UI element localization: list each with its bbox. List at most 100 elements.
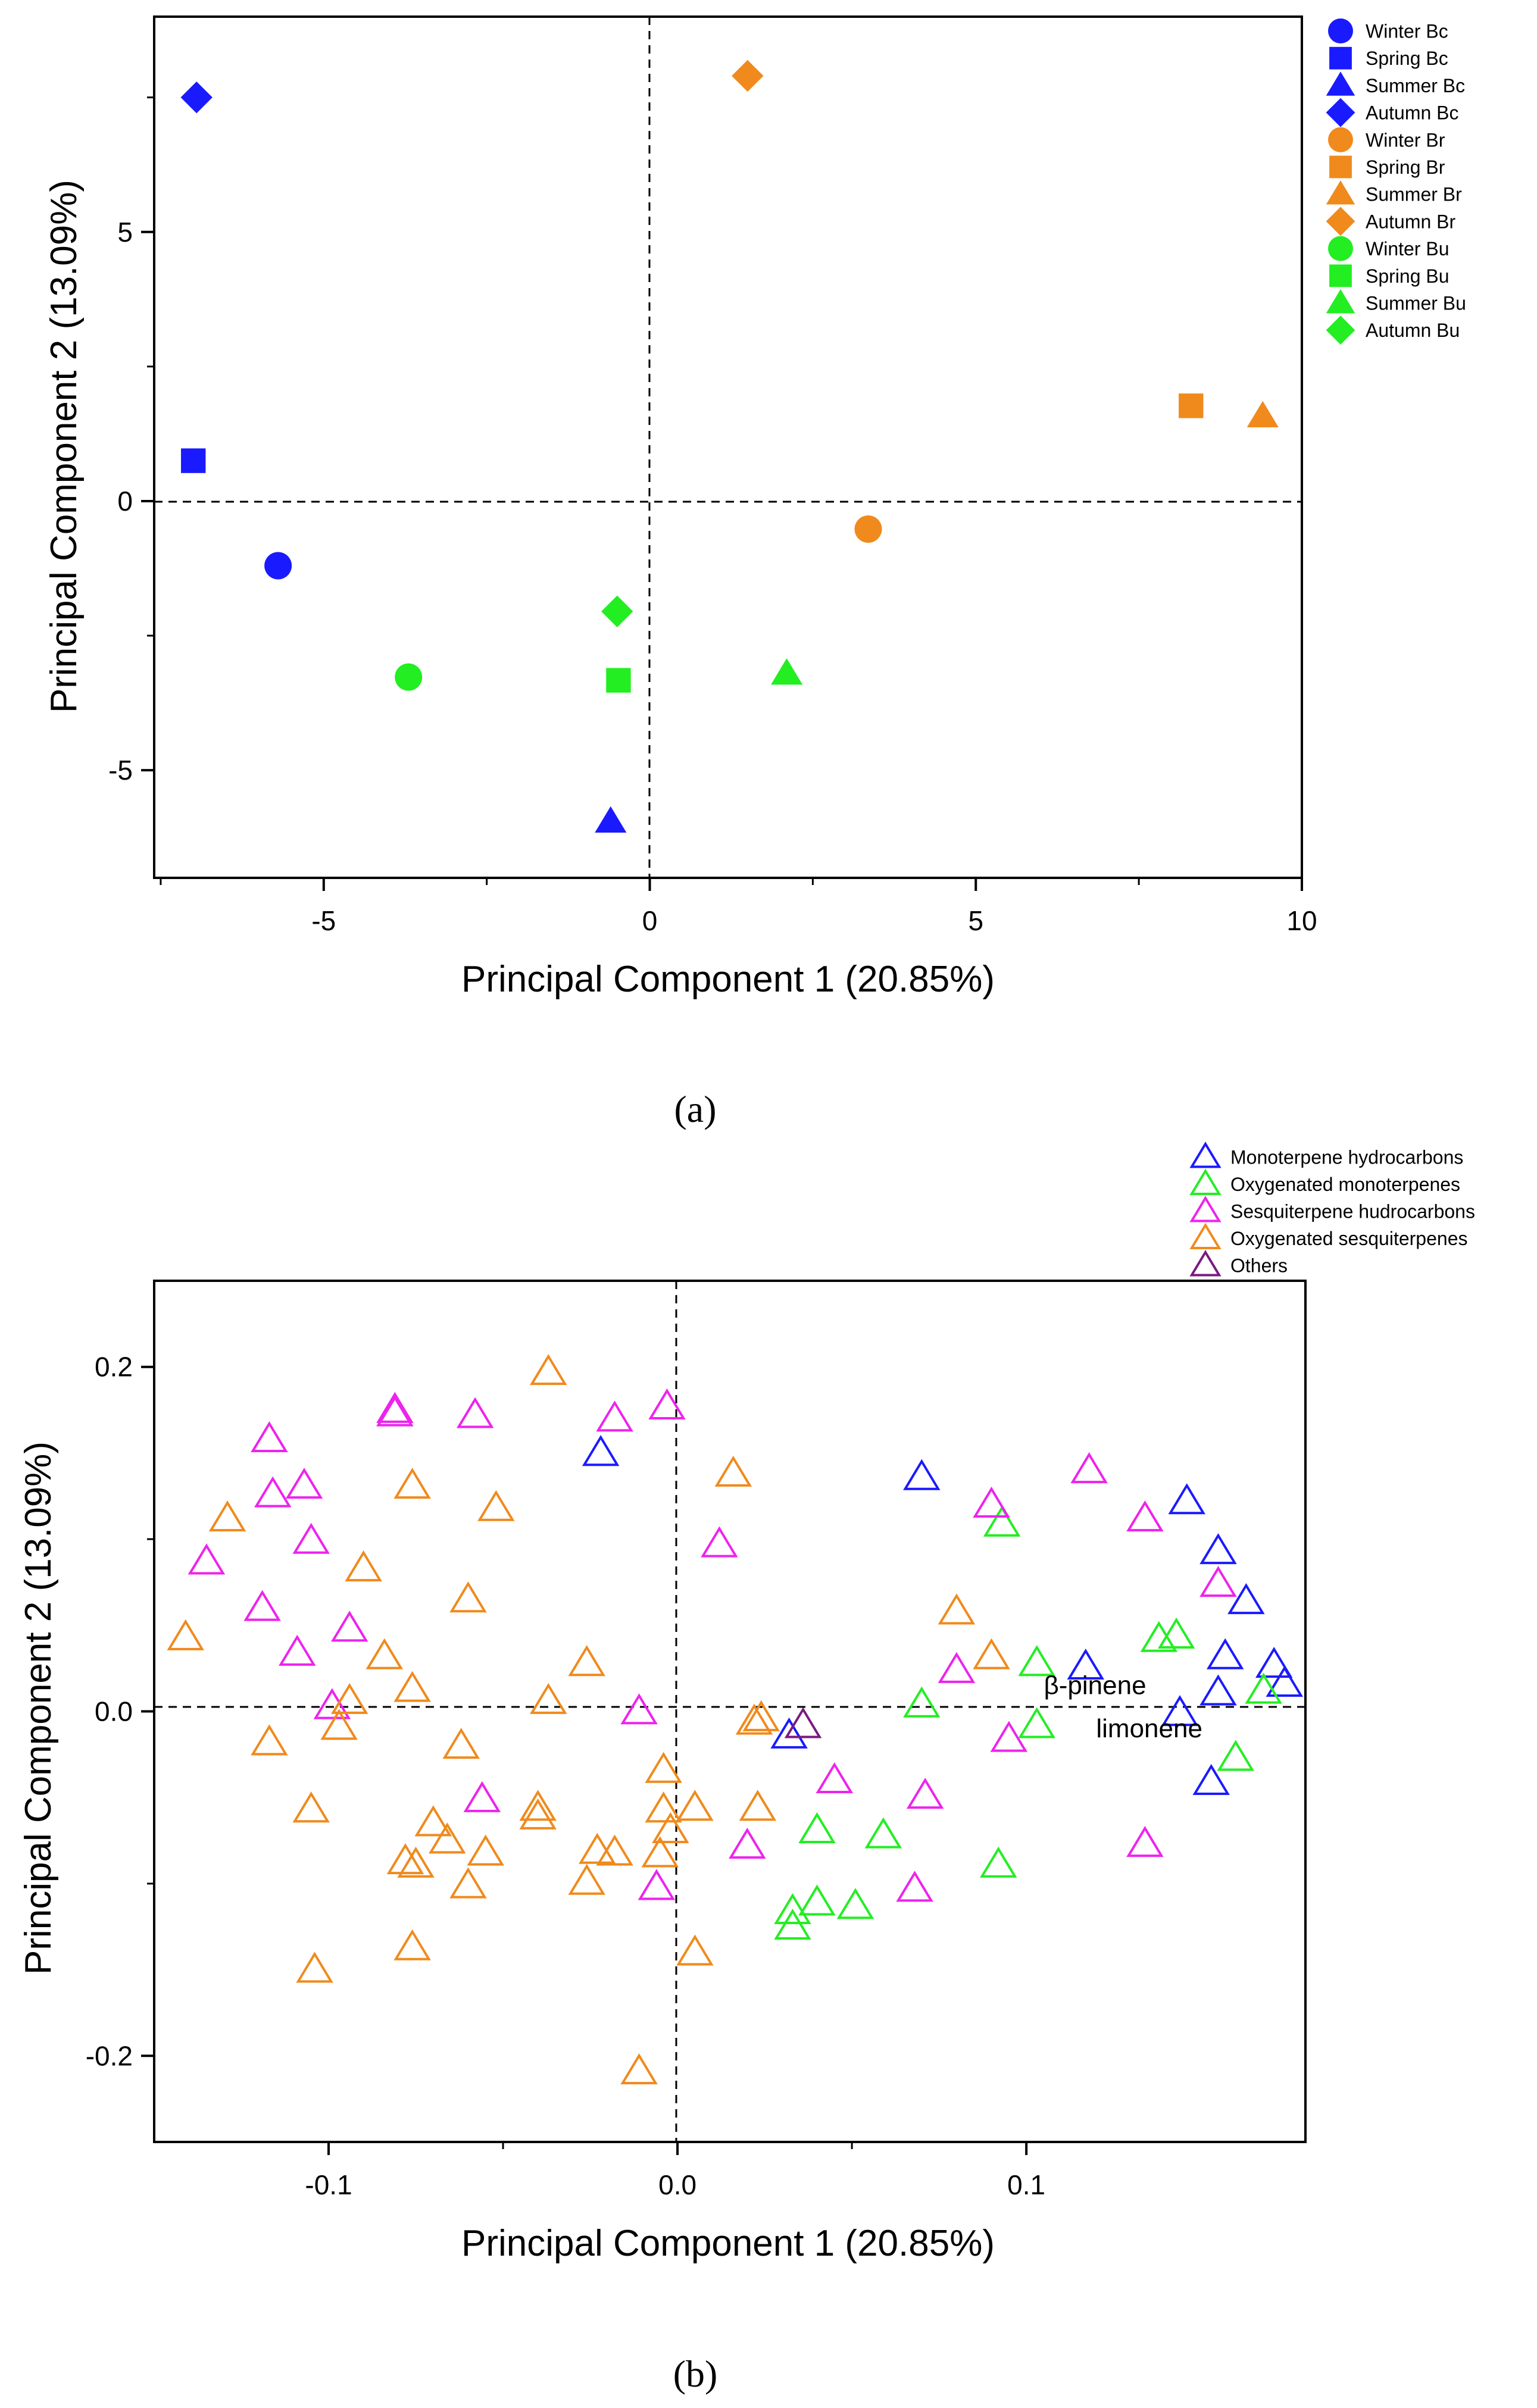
point-oxygenated-sesquiterpenes — [519, 1798, 557, 1830]
point-sesquiterpene-hudrocarbons — [990, 1721, 1028, 1752]
y-tick-label-a: 5 — [117, 217, 133, 248]
point-oxygenated-sesquiterpenes — [449, 1581, 487, 1613]
point-sesquiterpene-hudrocarbons — [463, 1781, 501, 1812]
point-oxygenated-sesquiterpenes — [386, 1843, 424, 1875]
legend-label-summer-bc: Summer Bc — [1366, 75, 1465, 96]
y-axis-label-a: Principal Component 2 (13.09%) — [43, 180, 85, 713]
point-sesquiterpene-hudrocarbons — [620, 1693, 658, 1725]
x-tick-label-a: -5 — [311, 905, 336, 936]
point-sesquiterpene-hudrocarbons — [638, 1869, 676, 1900]
point-sesquiterpene-hudrocarbons — [313, 1688, 351, 1719]
point-spring-bc — [181, 448, 206, 473]
legend-label-others: Others — [1230, 1255, 1288, 1277]
legend-marker-others — [1189, 1250, 1222, 1277]
point-oxygenated-monoterpenes — [798, 1812, 836, 1843]
point-sesquiterpene-hudrocarbons — [596, 1400, 633, 1432]
point-oxygenated-monoterpenes — [1157, 1617, 1195, 1649]
legend-marker-winter-br — [1328, 127, 1353, 152]
point-oxygenated-monoterpenes — [1018, 1707, 1055, 1738]
point-oxygenated-sesquiterpenes — [442, 1728, 480, 1759]
point-sesquiterpene-hudrocarbons — [1126, 1826, 1164, 1857]
axis-ticks-b: -0.1 0.0 0.1 -0.2 0.0 0.2 — [86, 1352, 1045, 2200]
point-autumn-bu — [601, 595, 633, 628]
legend-label-summer-br: Summer Br — [1366, 184, 1462, 205]
point-monoterpene-hydrocarbons — [582, 1435, 620, 1466]
point-sesquiterpene-hudrocarbons — [279, 1634, 316, 1666]
point-oxygenated-monoterpenes — [1245, 1672, 1282, 1704]
point-sesquiterpene-hudrocarbons — [251, 1421, 288, 1453]
panel-a: -5 0 5 10 -5 0 5 Winter Bc Spring Bc Summer Bc Au… — [43, 15, 1466, 1130]
point-oxygenated-sesquiterpenes — [429, 1822, 466, 1854]
legend-label-sesquiterpene-hudrocarbons: Sesquiterpene hudrocarbons — [1230, 1201, 1475, 1222]
point-sesquiterpene-hudrocarbons — [1199, 1566, 1237, 1597]
point-oxygenated-sesquiterpenes — [735, 1703, 773, 1735]
legend-a: Winter Bc Spring Bc Summer Bc Autumn Bc Wint… — [1326, 18, 1466, 345]
y-axis-label-b: Principal Component 2 (13.09%) — [18, 1441, 59, 1975]
point-monoterpene-hydrocarbons — [1206, 1638, 1244, 1669]
point-sesquiterpene-hudrocarbons — [701, 1526, 738, 1558]
point-oxygenated-sesquiterpenes — [676, 1790, 714, 1821]
x-tick-label-b: 0.1 — [1007, 2169, 1045, 2200]
point-oxygenated-sesquiterpenes — [449, 1867, 487, 1899]
point-oxygenated-sesquiterpenes — [330, 1683, 368, 1714]
point-sesquiterpene-hudrocarbons — [292, 1522, 330, 1554]
point-winter-br — [854, 515, 882, 543]
point-oxygenated-sesquiterpenes — [519, 1790, 557, 1821]
legend-marker-winter-bu — [1328, 236, 1353, 261]
point-oxygenated-sesquiterpenes — [393, 1929, 431, 1960]
legend-label-winter-bu: Winter Bu — [1366, 238, 1449, 259]
point-oxygenated-sesquiterpenes — [292, 1791, 330, 1823]
legend-label-spring-bu: Spring Bu — [1366, 265, 1449, 287]
point-monoterpene-hydrocarbons — [1266, 1665, 1304, 1697]
point-oxygenated-sesquiterpenes — [596, 1834, 633, 1866]
legend-marker-monoterpene-hydrocarbons — [1189, 1142, 1222, 1168]
point-sesquiterpene-hudrocarbons — [456, 1397, 494, 1428]
x-tick-label-a: 10 — [1286, 905, 1317, 936]
x-tick-label-a: 5 — [968, 905, 983, 936]
point-monoterpene-hydrocarbons — [1255, 1647, 1293, 1678]
point-oxygenated-monoterpenes — [980, 1846, 1017, 1878]
panel-label-b: (b) — [673, 2353, 718, 2395]
point-autumn-br — [732, 60, 764, 92]
point-others — [784, 1707, 822, 1738]
point-monoterpene-hydrocarbons — [1168, 1483, 1205, 1515]
x-axis-label-b: Principal Component 1 (20.85%) — [461, 2223, 995, 2264]
legend-marker-autumn-bc — [1326, 98, 1355, 127]
point-oxygenated-monoterpenes — [864, 1817, 902, 1849]
legend-label-winter-br: Winter Br — [1366, 129, 1445, 151]
point-oxygenated-monoterpenes — [798, 1884, 836, 1916]
x-tick-label-b: -0.1 — [305, 2169, 352, 2200]
point-sesquiterpene-hudrocarbons — [816, 1762, 854, 1794]
point-sesquiterpene-hudrocarbons — [973, 1486, 1010, 1518]
point-oxygenated-sesquiterpenes — [393, 1468, 431, 1499]
y-tick-label-b: -0.2 — [86, 2040, 133, 2071]
point-oxygenated-sesquiterpenes — [652, 1812, 689, 1843]
point-oxygenated-sesquiterpenes — [739, 1790, 777, 1821]
point-sesquiterpene-hudrocarbons — [376, 1391, 414, 1423]
point-winter-bu — [395, 663, 423, 691]
legend-marker-oxygenated-monoterpenes — [1189, 1168, 1222, 1195]
legend-label-oxygenated-monoterpenes: Oxygenated monoterpenes — [1230, 1174, 1460, 1195]
point-oxygenated-sesquiterpenes — [676, 1934, 714, 1966]
point-monoterpene-hydrocarbons — [1192, 1763, 1230, 1795]
data-points-a — [180, 60, 1279, 833]
point-autumn-bc — [180, 81, 213, 114]
point-sesquiterpene-hudrocarbons — [648, 1388, 686, 1420]
point-spring-br — [1179, 393, 1204, 418]
legend-marker-summer-bc — [1326, 71, 1355, 96]
point-spring-bu — [606, 668, 631, 693]
annotation-limonene: limonene — [1096, 1714, 1202, 1743]
legend-label-spring-bc: Spring Bc — [1366, 48, 1448, 69]
plot-frame-a — [153, 15, 1303, 879]
y-tick-label-a: 0 — [117, 486, 133, 517]
point-summer-br — [1247, 401, 1279, 428]
point-sesquiterpene-hudrocarbons — [330, 1610, 368, 1642]
point-oxygenated-sesquiterpenes — [938, 1593, 976, 1625]
point-monoterpene-hydrocarbons — [770, 1717, 808, 1749]
point-sesquiterpene-hudrocarbons — [906, 1778, 944, 1809]
annotation-pinene: β-pinene — [1044, 1671, 1146, 1700]
panel-label-a: (a) — [674, 1088, 716, 1130]
point-oxygenated-sesquiterpenes — [645, 1791, 682, 1823]
